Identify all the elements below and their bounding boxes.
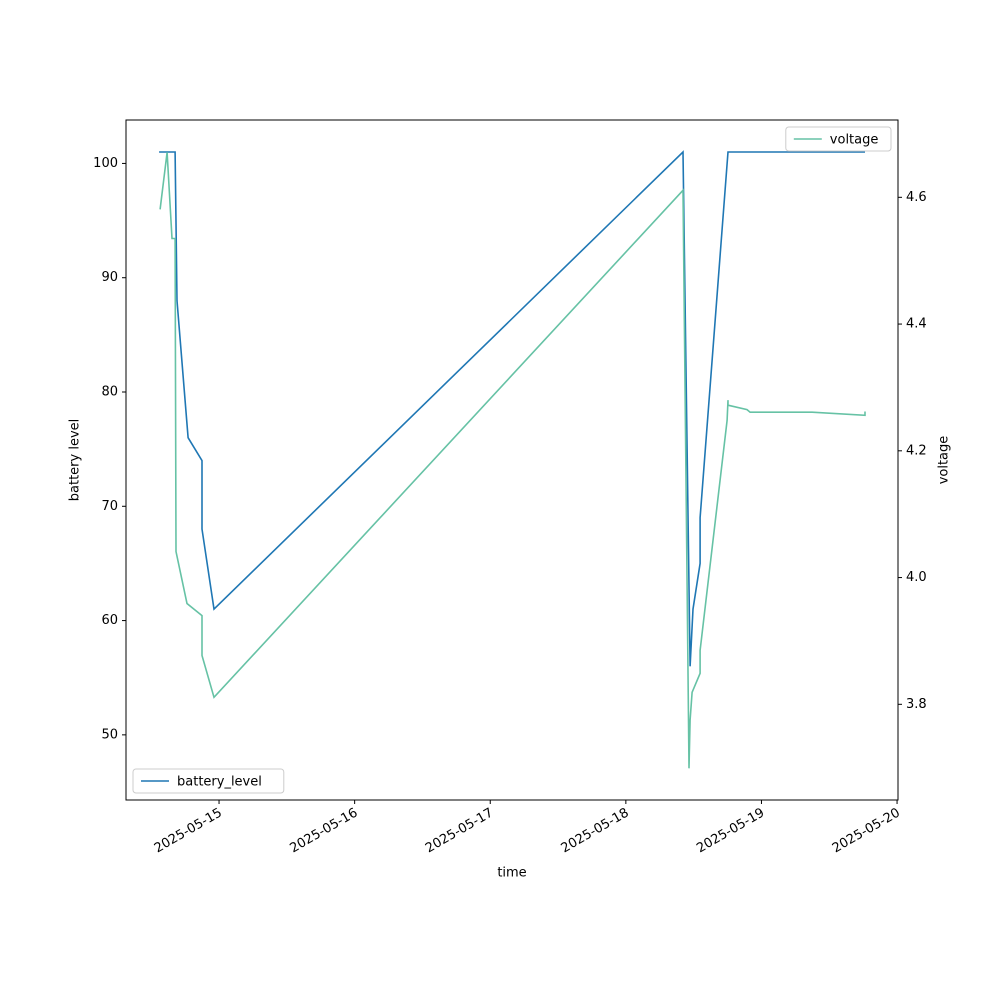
y2-tick-label: 3.8: [906, 697, 927, 712]
y2-tick-label: 4.4: [906, 317, 927, 332]
x-tick-label: 2025-05-20: [830, 806, 903, 857]
legend-label: battery_level: [177, 775, 262, 790]
plot-frame: [125, 119, 899, 801]
x-tick-label: 2025-05-17: [423, 806, 496, 857]
x-tick-label: 2025-05-16: [287, 806, 360, 857]
y2-axis-label: voltage: [937, 436, 952, 485]
legend-box: [785, 126, 892, 152]
y-axis-label: battery level: [68, 419, 83, 502]
x-tick-label: 2025-05-15: [152, 806, 225, 857]
y-tick-label: 80: [101, 385, 118, 400]
line-series: [159, 150, 865, 667]
legend-label: voltage: [830, 133, 879, 148]
y-tick-label: 50: [101, 727, 118, 742]
y-tick-label: 60: [101, 613, 118, 628]
line-series: [159, 152, 866, 769]
x-tick-label: 2025-05-19: [694, 806, 767, 857]
y2-tick-label: 4.6: [906, 190, 927, 205]
x-axis-label: time: [497, 866, 526, 881]
x-tick-label: 2025-05-18: [559, 806, 632, 857]
legend-box: [132, 768, 285, 794]
y2-tick-label: 4.0: [906, 570, 927, 585]
y-tick-label: 100: [93, 156, 118, 171]
y2-tick-label: 4.2: [906, 443, 927, 458]
y-tick-label: 90: [101, 270, 118, 285]
y-tick-label: 70: [101, 499, 118, 514]
